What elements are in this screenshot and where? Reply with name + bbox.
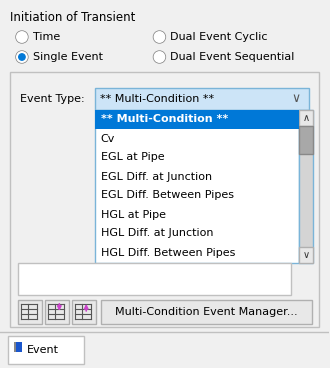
Circle shape [19, 54, 25, 60]
Text: Initiation of Transient: Initiation of Transient [10, 11, 135, 24]
Text: Event Type:: Event Type: [20, 94, 84, 104]
Text: Dual Event Sequential: Dual Event Sequential [170, 52, 295, 62]
FancyBboxPatch shape [299, 110, 313, 263]
Text: ∨: ∨ [302, 250, 310, 260]
FancyBboxPatch shape [8, 336, 84, 364]
FancyBboxPatch shape [18, 300, 42, 324]
Circle shape [154, 32, 165, 42]
Text: ∨: ∨ [291, 92, 301, 106]
Text: Event: Event [27, 345, 59, 355]
Text: HGL Diff. at Junction: HGL Diff. at Junction [101, 229, 213, 238]
FancyBboxPatch shape [72, 300, 96, 324]
Text: Cv: Cv [101, 134, 115, 144]
FancyBboxPatch shape [18, 263, 291, 295]
FancyBboxPatch shape [95, 110, 299, 129]
FancyBboxPatch shape [299, 110, 313, 126]
FancyBboxPatch shape [299, 126, 313, 154]
FancyBboxPatch shape [95, 88, 309, 110]
Text: EGL at Pipe: EGL at Pipe [101, 152, 164, 163]
Text: Multi-Condition Event Manager...: Multi-Condition Event Manager... [115, 307, 298, 317]
Circle shape [17, 52, 27, 62]
FancyBboxPatch shape [45, 300, 69, 324]
Text: Single Event: Single Event [33, 52, 103, 62]
Text: ∧: ∧ [302, 113, 310, 123]
Text: Dual Event Cyclic: Dual Event Cyclic [170, 32, 268, 42]
Text: HGL Diff. Between Pipes: HGL Diff. Between Pipes [101, 248, 235, 258]
FancyBboxPatch shape [95, 110, 299, 263]
Text: EGL Diff. at Junction: EGL Diff. at Junction [101, 171, 212, 181]
FancyBboxPatch shape [14, 342, 22, 352]
FancyBboxPatch shape [10, 72, 319, 327]
FancyBboxPatch shape [299, 247, 313, 263]
FancyBboxPatch shape [14, 342, 16, 352]
Circle shape [154, 52, 165, 62]
FancyBboxPatch shape [101, 300, 312, 324]
Text: ** Multi-Condition **: ** Multi-Condition ** [100, 94, 214, 104]
Text: EGL Diff. Between Pipes: EGL Diff. Between Pipes [101, 191, 234, 201]
Text: Time: Time [33, 32, 60, 42]
FancyBboxPatch shape [0, 332, 329, 368]
Text: ** Multi-Condition **: ** Multi-Condition ** [101, 114, 228, 124]
Circle shape [17, 32, 27, 42]
Text: HGL at Pipe: HGL at Pipe [101, 209, 166, 219]
